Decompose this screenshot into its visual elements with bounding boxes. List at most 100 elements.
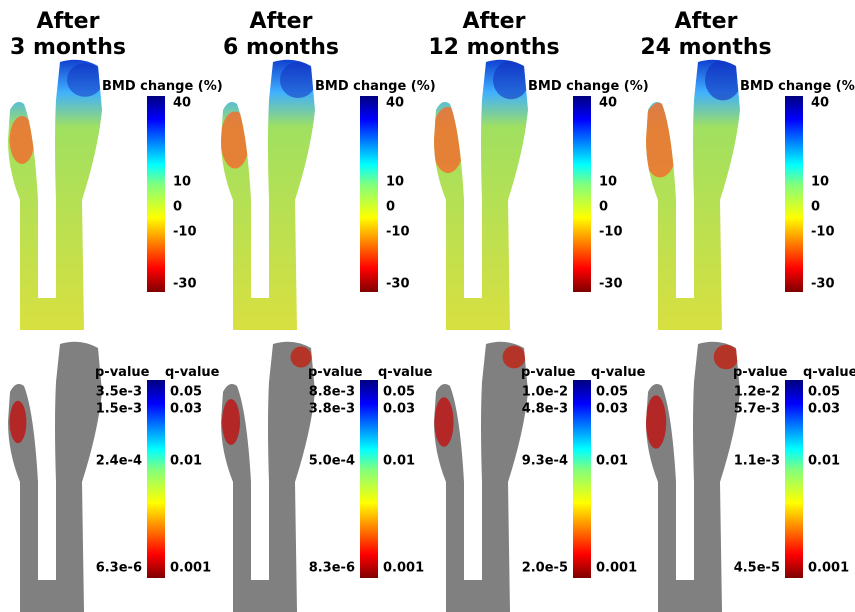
hotspot — [705, 59, 740, 101]
p-value-tick: 1.0e-2 — [522, 385, 568, 400]
bone-shape — [221, 59, 315, 330]
colorbar — [147, 96, 165, 292]
hotspot — [221, 111, 250, 169]
p-value-tick: 9.3e-4 — [522, 454, 568, 469]
colorbar — [360, 380, 378, 578]
hotspot — [280, 62, 315, 98]
bone-shape — [646, 59, 740, 330]
q-value-tick: 0.01 — [383, 454, 415, 469]
colorbar-label: BMD change (%) — [528, 79, 649, 94]
p-value-tick: 8.8e-3 — [309, 385, 355, 400]
q-value-tick: 0.01 — [170, 454, 202, 469]
title-line: 24 months — [640, 35, 771, 60]
bone-shape — [8, 341, 102, 612]
q-value-tick: 0.05 — [808, 385, 840, 400]
p-value-tick: 1.1e-3 — [734, 454, 780, 469]
title-line: After — [463, 9, 526, 34]
hotspots — [9, 63, 102, 164]
significance-map — [646, 341, 740, 612]
bone-shape — [221, 341, 315, 612]
bmd-map — [646, 59, 740, 330]
bone-shape — [434, 59, 528, 330]
p-value-label: p-value — [95, 365, 150, 380]
title-line: After — [250, 9, 313, 34]
bone-shape — [646, 341, 740, 612]
colorbar-tick: -30 — [173, 277, 197, 292]
hotspot — [646, 395, 667, 449]
bone-shape — [8, 59, 102, 330]
q-value-tick: 0.03 — [596, 402, 628, 417]
q-value-tick: 0.001 — [170, 561, 211, 576]
q-value-tick: 0.03 — [808, 402, 840, 417]
colorbar — [785, 96, 803, 292]
colorbar-tick: -10 — [386, 225, 410, 240]
colorbar-tick: 40 — [599, 96, 617, 111]
colorbar-tick: 0 — [173, 200, 182, 215]
bmd-map — [434, 59, 528, 330]
hotspots — [221, 62, 315, 169]
colorbar — [573, 96, 591, 292]
bmd-map — [8, 59, 102, 330]
hotspot — [493, 60, 528, 100]
p-value-tick: 8.3e-6 — [309, 561, 355, 576]
q-value-tick: 0.001 — [596, 561, 637, 576]
p-value-tick: 3.8e-3 — [309, 402, 355, 417]
p-value-tick: 1.2e-2 — [734, 385, 780, 400]
p-value-tick: 1.5e-3 — [96, 402, 142, 417]
hotspot — [222, 399, 240, 445]
hotspot — [434, 107, 465, 173]
colorbar-tick: -30 — [599, 277, 623, 292]
significance-map — [434, 341, 528, 612]
colorbar-tick: 10 — [599, 175, 617, 190]
colorbar — [573, 380, 591, 578]
q-value-tick: 0.03 — [383, 402, 415, 417]
colorbar-tick: -10 — [811, 225, 835, 240]
hotspots — [434, 345, 526, 447]
title-line: After — [675, 9, 738, 34]
hotspot — [646, 102, 679, 178]
q-value-label: q-value — [378, 365, 433, 380]
colorbar-tick: -10 — [173, 225, 197, 240]
title-line: 6 months — [223, 35, 339, 60]
p-value-tick: 6.3e-6 — [96, 561, 142, 576]
hotspot — [502, 345, 526, 369]
p-value-tick: 2.4e-4 — [96, 454, 142, 469]
q-value-label: q-value — [803, 365, 855, 380]
title-line: After — [37, 9, 100, 34]
colorbar-tick: -10 — [599, 225, 623, 240]
colorbar-tick: -30 — [386, 277, 410, 292]
q-value-tick: 0.001 — [808, 561, 849, 576]
bmd-map — [221, 59, 315, 330]
q-value-tick: 0.03 — [170, 402, 202, 417]
q-value-label: q-value — [165, 365, 220, 380]
hotspots — [222, 346, 312, 445]
title-line: 12 months — [428, 35, 559, 60]
p-value-tick: 3.5e-3 — [96, 385, 142, 400]
colorbar-label: BMD change (%) — [740, 79, 855, 94]
colorbar-tick: -30 — [811, 277, 835, 292]
q-value-tick: 0.05 — [170, 385, 202, 400]
colorbar — [147, 380, 165, 578]
p-value-tick: 2.0e-5 — [522, 561, 568, 576]
q-value-tick: 0.01 — [596, 454, 628, 469]
q-value-tick: 0.001 — [383, 561, 424, 576]
p-value-tick: 4.8e-3 — [522, 402, 568, 417]
hotspots — [9, 400, 27, 444]
q-value-tick: 0.01 — [808, 454, 840, 469]
p-value-label: p-value — [521, 365, 576, 380]
colorbar — [785, 380, 803, 578]
q-value-tick: 0.05 — [383, 385, 415, 400]
colorbar — [360, 96, 378, 292]
significance-map — [221, 341, 315, 612]
q-value-label: q-value — [591, 365, 646, 380]
colorbar-tick: 10 — [386, 175, 404, 190]
colorbar-tick: 10 — [811, 175, 829, 190]
hotspot — [9, 116, 35, 164]
colorbar-label: BMD change (%) — [315, 79, 436, 94]
title-line: 3 months — [10, 35, 126, 60]
bone-shape — [434, 341, 528, 612]
hotspot — [290, 346, 312, 368]
